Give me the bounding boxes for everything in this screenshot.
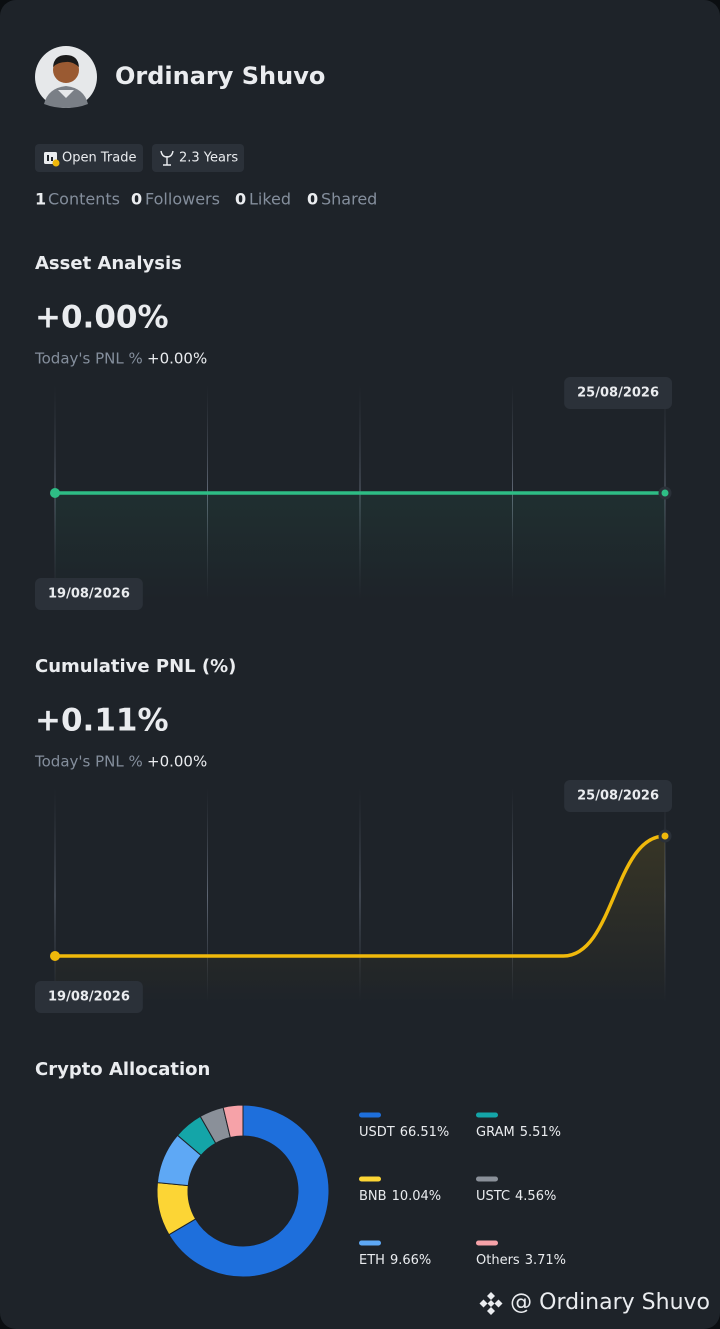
stat-label[interactable]: Contents [48,190,120,209]
legend-value: 66.51% [400,1125,450,1140]
stat-label[interactable]: Liked [249,190,291,209]
date-label-box [564,377,672,409]
date-label-box [35,578,143,610]
note-label: Today's PNL % [34,350,143,368]
watermark: @ Ordinary Shuvo [510,1290,710,1315]
point [658,486,672,500]
legend-value: 3.71% [525,1253,566,1268]
note-label: Today's PNL % [34,753,143,771]
headline-value: +0.00% [35,300,169,336]
legend-label: USTC 4.56% [476,1189,556,1204]
logo [479,1292,503,1315]
legend-swatch [359,1240,381,1246]
legend-label: Others 3.71% [476,1253,566,1268]
legend-name: USTC [476,1189,510,1204]
donut-segment [222,1104,244,1139]
legend-swatch [476,1240,498,1246]
headline-value: +0.11% [35,703,169,739]
date-label-box [35,981,143,1013]
badge-icon [44,152,60,167]
legend-label: USDT 66.51% [359,1125,449,1140]
stat-count: 0 [131,190,142,209]
grid-line [54,788,56,1003]
legend-value: 10.04% [392,1189,442,1204]
legend-label: GRAM 5.51% [476,1125,561,1140]
legend-label: BNB 10.04% [359,1189,441,1204]
date-label: 25/08/2026 [577,386,659,401]
grid-line [512,788,513,1003]
legend-label: ETH 9.66% [359,1253,431,1268]
section-title: Crypto Allocation [35,1059,210,1080]
avatar [35,46,97,108]
legend-name: GRAM [476,1125,515,1140]
badge-label: Open Trade [62,151,136,166]
point [50,951,60,961]
legend-swatch [476,1176,498,1182]
note-value: +0.00% [147,753,207,771]
grid-line [207,788,208,1003]
stat-label[interactable]: Shared [321,190,377,209]
legend-swatch [476,1112,498,1118]
date-label: 19/08/2026 [48,990,130,1005]
area-fill [55,836,665,1003]
stat-count: 0 [307,190,318,209]
legend-name: Others [476,1253,520,1268]
legend-swatch [359,1112,381,1118]
date-label-box [564,780,672,812]
stat-label[interactable]: Followers [145,190,220,209]
grid-line [359,788,361,1003]
date-label: 19/08/2026 [48,587,130,602]
note-value: +0.00% [147,350,207,368]
legend-value: 5.51% [520,1125,561,1140]
point [50,488,60,498]
badge-icon [160,150,174,166]
section-title: Asset Analysis [35,253,182,274]
legend-name: ETH [359,1253,385,1268]
legend-value: 4.56% [515,1189,556,1204]
donut-segment [168,1104,330,1278]
stat-count: 1 [35,190,46,209]
badge[interactable] [152,144,244,172]
legend-swatch [359,1176,381,1182]
legend-name: BNB [359,1189,387,1204]
user-name: Ordinary Shuvo [115,62,325,90]
area-fill [55,493,665,600]
line [55,834,666,958]
date-label: 25/08/2026 [577,789,659,804]
badge-label: 2.3 Years [179,151,238,166]
section-title: Cumulative PNL (%) [35,656,236,677]
stat-count: 0 [235,190,246,209]
legend-value: 9.66% [390,1253,431,1268]
badge[interactable] [35,144,143,172]
point [658,829,672,843]
legend-name: USDT [359,1125,395,1140]
